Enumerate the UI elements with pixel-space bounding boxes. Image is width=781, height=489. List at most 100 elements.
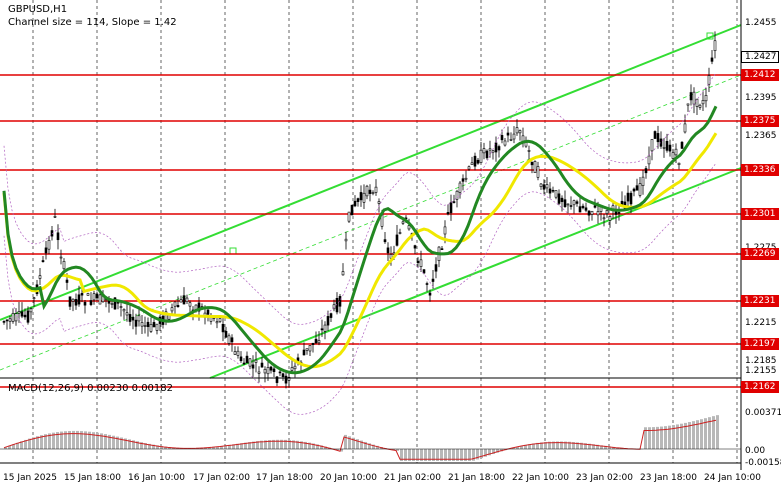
candle-body bbox=[578, 206, 582, 213]
candle-body bbox=[44, 247, 48, 254]
candle-body bbox=[83, 301, 87, 306]
candle-body bbox=[671, 152, 675, 159]
macd-bar bbox=[124, 438, 127, 449]
macd-bar bbox=[52, 432, 55, 449]
macd-bar bbox=[240, 443, 243, 449]
macd-bar bbox=[668, 425, 671, 449]
macd-bar bbox=[36, 436, 39, 449]
level-label: 1.2336 bbox=[741, 164, 779, 176]
candle-body bbox=[413, 245, 417, 249]
candle-body bbox=[488, 148, 492, 151]
candle-body bbox=[221, 323, 225, 333]
candle-body bbox=[392, 252, 396, 255]
candle-body bbox=[272, 368, 276, 373]
macd-bar bbox=[280, 439, 283, 449]
macd-bar bbox=[8, 445, 11, 449]
macd-bar bbox=[32, 437, 35, 449]
macd-bar bbox=[28, 438, 31, 449]
candle-body bbox=[143, 325, 147, 327]
candle-body bbox=[419, 259, 423, 267]
macd-bar bbox=[684, 422, 687, 449]
macd-bar bbox=[584, 443, 587, 449]
macd-bar bbox=[412, 449, 415, 461]
candle-body bbox=[452, 201, 456, 203]
macd-bar bbox=[464, 449, 467, 461]
macd-bar bbox=[576, 442, 579, 449]
macd-bar bbox=[444, 449, 447, 461]
macd-bar bbox=[108, 434, 111, 449]
macd-bar bbox=[336, 449, 339, 451]
candle-body bbox=[713, 40, 717, 52]
candle-body bbox=[29, 308, 33, 313]
macd-bar bbox=[608, 446, 611, 449]
time-label: 15 Jan 18:00 bbox=[64, 473, 121, 483]
macd-bar bbox=[140, 442, 143, 449]
time-label: 15 Jan 2025 bbox=[3, 473, 57, 483]
candle-body bbox=[461, 178, 465, 182]
candle-body bbox=[239, 356, 243, 362]
candle-body bbox=[38, 275, 42, 279]
macd-bar bbox=[436, 449, 439, 461]
envelope-lower bbox=[3, 162, 717, 415]
candle-body bbox=[443, 226, 447, 235]
candle-body bbox=[518, 130, 522, 134]
macd-bar bbox=[132, 440, 135, 449]
candle-body bbox=[377, 201, 381, 204]
candle-body bbox=[341, 271, 345, 276]
candle-body bbox=[254, 359, 258, 363]
macd-bar bbox=[148, 443, 151, 449]
candle-body bbox=[71, 298, 75, 302]
macd-bar bbox=[472, 449, 475, 461]
candle-body bbox=[704, 95, 708, 102]
fast-ma-line bbox=[2, 105, 718, 375]
candle-body bbox=[251, 364, 255, 369]
candle-body bbox=[494, 142, 498, 153]
candle-body bbox=[446, 212, 450, 215]
time-label: 17 Jan 18:00 bbox=[256, 473, 313, 483]
macd-bar bbox=[344, 434, 347, 449]
candle-body bbox=[5, 319, 9, 322]
candle-body bbox=[656, 133, 660, 143]
macd-bar bbox=[284, 439, 287, 449]
candle-body bbox=[563, 199, 567, 208]
candle-body bbox=[11, 313, 15, 322]
channel-lower bbox=[209, 167, 742, 379]
candle-body bbox=[152, 322, 156, 328]
price-channel bbox=[0, 24, 742, 379]
macd-bar bbox=[524, 444, 527, 449]
macd-bar bbox=[96, 432, 99, 449]
macd-bar bbox=[592, 444, 595, 449]
candle-body bbox=[245, 355, 249, 364]
macd-tick: 0.00 bbox=[745, 446, 766, 456]
macd-bar bbox=[252, 441, 255, 449]
time-label: 17 Jan 02:00 bbox=[193, 473, 250, 483]
candle-body bbox=[155, 323, 159, 331]
candle-body bbox=[218, 318, 222, 322]
candle-body bbox=[560, 197, 564, 202]
candle-body bbox=[47, 240, 51, 250]
macd-bar bbox=[104, 434, 107, 449]
macd-bar bbox=[400, 449, 403, 461]
time-label: 16 Jan 10:00 bbox=[128, 473, 185, 483]
candle-body bbox=[74, 299, 78, 306]
macd-bar bbox=[420, 449, 423, 461]
macd-bar bbox=[152, 444, 155, 449]
level-label: 1.2412 bbox=[741, 69, 779, 81]
candle-body bbox=[644, 168, 648, 174]
macd-bar bbox=[72, 430, 75, 449]
candle-body bbox=[554, 190, 558, 198]
macd-bar bbox=[680, 423, 683, 449]
candle-body bbox=[362, 192, 366, 203]
macd-bar bbox=[488, 449, 491, 456]
candle-body bbox=[344, 238, 348, 242]
candle-body bbox=[509, 139, 513, 141]
macd-bar bbox=[712, 416, 715, 449]
candle-body bbox=[695, 98, 699, 107]
candle-body bbox=[359, 192, 363, 201]
candle-body bbox=[176, 305, 180, 308]
candle-body bbox=[707, 75, 711, 85]
candle-body bbox=[686, 103, 690, 106]
candle-body bbox=[305, 348, 309, 351]
candle-body bbox=[425, 283, 429, 285]
